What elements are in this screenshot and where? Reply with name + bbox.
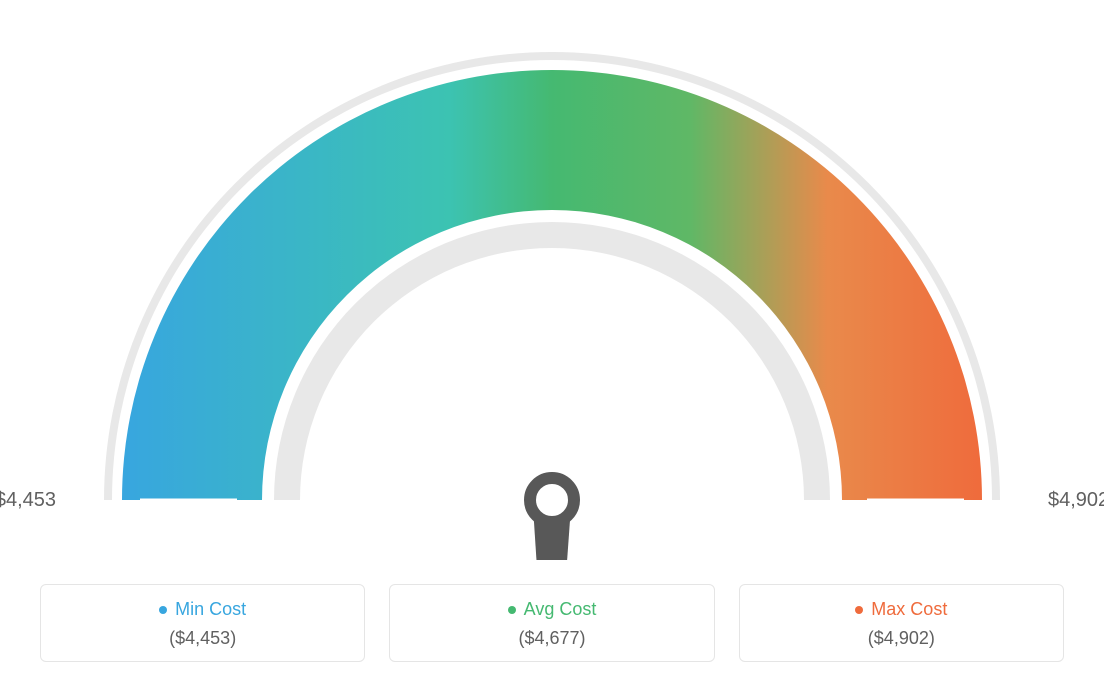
legend-card-max: Max Cost ($4,902)	[739, 584, 1064, 662]
legend-card-min: Min Cost ($4,453)	[40, 584, 365, 662]
gauge-needle-hub	[530, 478, 574, 522]
gauge-tick-label: $4,453	[0, 489, 56, 511]
legend-value-min: ($4,453)	[51, 628, 354, 649]
gauge-svg: $4,453$4,509$4,565$4,677$4,752$4,827$4,9…	[0, 0, 1104, 560]
legend-title-avg: Avg Cost	[508, 599, 597, 620]
legend-card-avg: Avg Cost ($4,677)	[389, 584, 714, 662]
gauge-tick-label: $4,902	[1048, 489, 1104, 511]
legend-dot-min	[159, 606, 167, 614]
legend-label-max: Max Cost	[871, 599, 947, 620]
gauge-chart: $4,453$4,509$4,565$4,677$4,752$4,827$4,9…	[0, 0, 1104, 690]
legend-title-min: Min Cost	[159, 599, 246, 620]
legend-value-avg: ($4,677)	[400, 628, 703, 649]
legend-value-max: ($4,902)	[750, 628, 1053, 649]
legend-dot-avg	[508, 606, 516, 614]
gauge-colored-arc	[122, 70, 982, 500]
legend-dot-max	[855, 606, 863, 614]
legend-label-min: Min Cost	[175, 599, 246, 620]
legend-label-avg: Avg Cost	[524, 599, 597, 620]
legend-row: Min Cost ($4,453) Avg Cost ($4,677) Max …	[40, 584, 1064, 662]
legend-title-max: Max Cost	[855, 599, 947, 620]
